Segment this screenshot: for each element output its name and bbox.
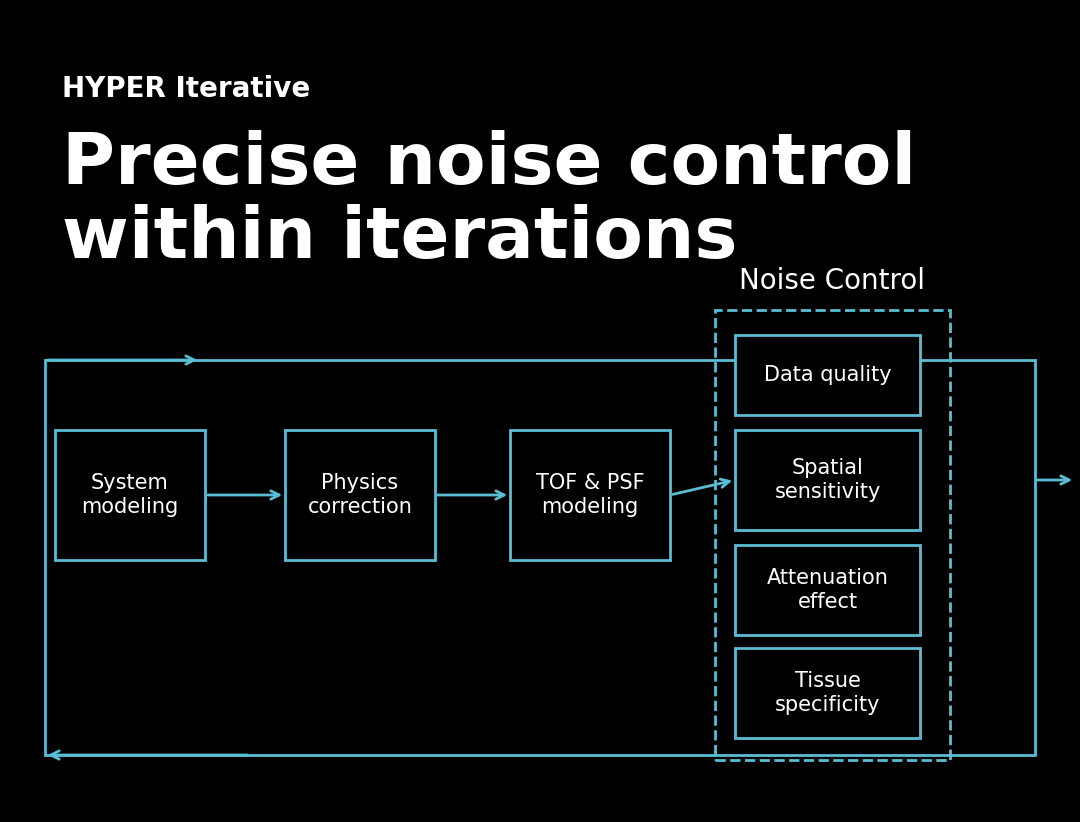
Text: Tissue
specificity: Tissue specificity — [774, 672, 880, 714]
Bar — [55, 430, 205, 560]
Text: Physics
correction: Physics correction — [308, 473, 413, 516]
Bar — [510, 430, 670, 560]
Text: System
modeling: System modeling — [81, 473, 178, 516]
Bar — [735, 335, 920, 415]
Bar — [285, 430, 435, 560]
Text: Spatial
sensitivity: Spatial sensitivity — [774, 459, 880, 501]
Bar — [45, 360, 1035, 755]
Text: Noise Control: Noise Control — [739, 267, 924, 295]
Bar — [715, 310, 950, 760]
Text: TOF & PSF
modeling: TOF & PSF modeling — [536, 473, 645, 516]
Text: Precise noise control
within iterations: Precise noise control within iterations — [62, 130, 916, 274]
Text: HYPER Iterative: HYPER Iterative — [62, 75, 310, 103]
Bar — [735, 545, 920, 635]
Text: Attenuation
effect: Attenuation effect — [767, 568, 889, 612]
Bar — [735, 648, 920, 738]
Text: Data quality: Data quality — [764, 365, 891, 385]
Bar — [735, 430, 920, 530]
